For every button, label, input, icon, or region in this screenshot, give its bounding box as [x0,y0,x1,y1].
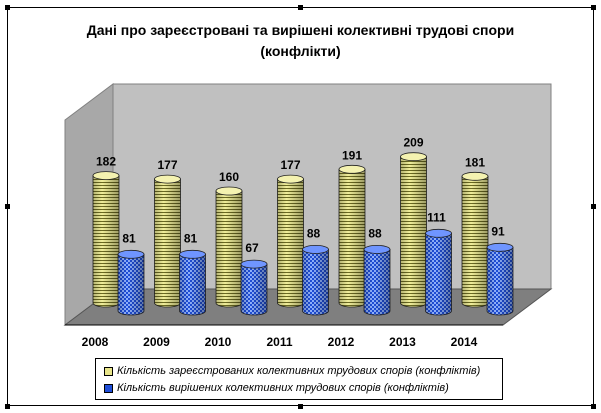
x-tick-label-2013: 2013 [389,335,416,349]
value-label-registered-2014: 181 [465,155,485,169]
bar-resolved-2009 [179,249,206,316]
x-tick-label-2009: 2009 [143,335,170,349]
selection-handle-bottom-right[interactable] [591,404,596,409]
bar-resolved-2010 [240,259,268,316]
legend-label-registered: Кількість зареєстрованих колективних тру… [117,365,481,377]
value-label-registered-2011: 177 [280,158,300,172]
selection-handle-bottom-mid[interactable] [298,404,303,409]
bar-resolved-2013 [425,228,452,316]
bar-resolved-2011 [302,244,329,316]
selection-handle-bottom-left[interactable] [5,404,10,409]
x-tick-label-2008: 2008 [82,335,109,349]
selection-handle-top-right[interactable] [591,5,596,10]
bar-resolved-2014 [486,242,514,316]
legend-swatch-resolved [104,383,113,393]
legend-swatch-registered [104,366,113,376]
value-label-resolved-2014: 91 [491,224,505,238]
chart-title-line1: Дані про зареєстровані та вирішені колек… [86,22,515,38]
value-label-resolved-2012: 88 [368,226,382,240]
legend-item-resolved: Кількість вирішених колективних трудових… [104,380,449,396]
value-label-registered-2008: 182 [96,155,116,169]
value-label-resolved-2009: 81 [184,231,198,245]
bar-registered-2010 [215,186,243,308]
bar-resolved-2008 [117,249,145,316]
legend-label-resolved: Кількість вирішених колективних трудових… [117,382,449,394]
value-label-resolved-2013: 111 [427,210,446,224]
bar-registered-2013 [400,152,427,308]
value-label-resolved-2010: 67 [245,241,259,255]
value-label-resolved-2008: 81 [122,231,136,245]
value-label-registered-2010: 160 [219,170,239,184]
chart-legend: Кількість зареєстрованих колективних тру… [95,358,503,400]
bar-registered-2011 [277,174,304,308]
selection-handle-top-left[interactable] [5,5,10,10]
x-tick-label-2012: 2012 [328,335,355,349]
value-label-registered-2012: 191 [342,148,362,162]
selection-handle-top-mid[interactable] [298,5,303,10]
selection-handle-mid-right[interactable] [591,204,596,209]
selection-handle-mid-left[interactable] [5,204,10,209]
bar-registered-2014 [461,171,489,308]
value-label-registered-2009: 177 [157,158,177,172]
bar-registered-2009 [154,174,181,308]
x-tick-label-2011: 2011 [266,335,292,349]
value-label-registered-2013: 209 [403,136,423,150]
chart-title-line2: (конфлікти) [260,43,341,59]
x-tick-label-2010: 2010 [205,335,232,349]
bar-resolved-2012 [363,244,391,316]
legend-item-registered: Кількість зареєстрованих колективних тру… [104,363,480,379]
bar-registered-2012 [338,164,366,308]
bar-registered-2008 [92,171,120,308]
value-label-resolved-2011: 88 [307,226,321,240]
x-tick-label-2014: 2014 [451,335,478,349]
